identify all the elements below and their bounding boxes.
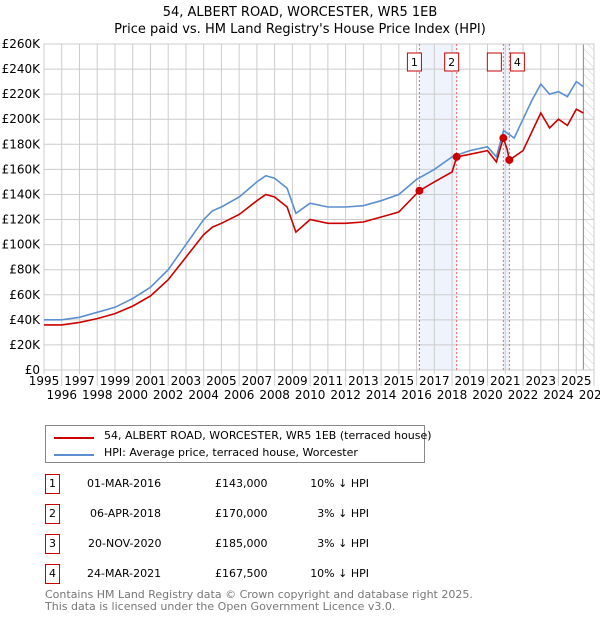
y-tick-label: £40K	[9, 313, 41, 327]
sale-label-box	[509, 52, 525, 72]
footer-copyright: Contains HM Land Registry data © Crown c…	[45, 588, 473, 601]
y-tick-label: £20K	[9, 338, 41, 352]
x-tick-label: 2006	[224, 388, 255, 402]
x-tick-label: 2022	[508, 388, 539, 402]
x-tick-label: 2009	[277, 374, 308, 388]
sale-marker-box: 4	[45, 564, 60, 584]
x-tick-label: 2017	[419, 374, 450, 388]
sale-point	[499, 134, 508, 143]
sale-hpi-diff: 3% ↓ HPI	[317, 537, 369, 550]
shaded-period	[419, 44, 457, 370]
y-tick-label: £140K	[2, 187, 42, 201]
legend: 54, ALBERT ROAD, WORCESTER, WR5 1EB (ter…	[45, 425, 432, 463]
legend-property-label: 54, ALBERT ROAD, WORCESTER, WR5 1EB (ter…	[104, 429, 432, 442]
sale-label: 2	[448, 56, 455, 69]
future-hatch	[583, 44, 594, 370]
sale-price: £170,000	[215, 507, 268, 520]
x-tick-label: 1998	[82, 388, 113, 402]
sale-marker-box: 3	[45, 534, 60, 554]
x-tick-label: 2004	[188, 388, 219, 402]
title-line: 54, ALBERT ROAD, WORCESTER, WR5 1EB	[162, 5, 438, 20]
x-tick-label: 1999	[100, 374, 131, 388]
sale-marker-box: 1	[45, 474, 60, 494]
x-tick-label: 2007	[242, 374, 273, 388]
sale-label-box	[406, 52, 422, 72]
y-tick-label: £100K	[2, 238, 42, 252]
sale-date: 01-MAR-2016	[87, 477, 162, 490]
sale-price: £185,000	[215, 537, 268, 550]
sale-label-box	[486, 52, 502, 72]
sale-price: £143,000	[215, 477, 268, 490]
y-tick-label: £200K	[2, 112, 42, 126]
hpi-line	[44, 80, 584, 321]
property-price-line	[44, 108, 584, 326]
chart-title: 54, ALBERT ROAD, WORCESTER, WR5 1EB Price…	[0, 4, 600, 38]
footer-licence: This data is licensed under the Open Gov…	[45, 600, 396, 613]
y-tick-label: £180K	[2, 137, 42, 151]
x-tick-label: 2015	[384, 374, 415, 388]
shaded-period	[503, 44, 510, 370]
sale-label-box	[444, 52, 460, 72]
x-tick-label: 2020	[472, 388, 503, 402]
x-tick-label: 2021	[490, 374, 521, 388]
price-chart: £0 £20K £40K £60K £80K £100K £120K £140K £160K £1…	[2, 37, 600, 402]
y-tick-label: £60K	[9, 288, 41, 302]
y-tick-label: £220K	[2, 87, 42, 101]
x-tick-label: 2011	[313, 374, 344, 388]
x-tick-label: 2025	[561, 374, 592, 388]
x-tick-label: 2024	[543, 388, 574, 402]
sale-point	[505, 155, 514, 164]
subtitle-line: Price paid vs. HM Land Registry's House …	[114, 22, 486, 37]
sale-marker-box: 2	[45, 504, 60, 524]
x-tick-label: 2010	[295, 388, 326, 402]
x-tick-label: 2023	[526, 374, 557, 388]
sale-hpi-diff: 10% ↓ HPI	[310, 477, 369, 490]
sale-label: 1	[411, 56, 418, 69]
x-tick-label: 2026	[579, 388, 600, 402]
sale-hpi-diff: 3% ↓ HPI	[317, 507, 369, 520]
y-tick-label: £120K	[2, 213, 42, 227]
sale-date: 20-NOV-2020	[88, 537, 162, 550]
sale-hpi-diff: 10% ↓ HPI	[310, 567, 369, 580]
x-tick-label: 2003	[171, 374, 202, 388]
sale-date: 24-MAR-2021	[87, 567, 162, 580]
x-tick-label: 2002	[153, 388, 184, 402]
x-tick-label: 2013	[348, 374, 379, 388]
y-tick-label: £160K	[2, 162, 42, 176]
sale-price: £167,500	[215, 567, 268, 580]
y-tick-label: £0	[25, 363, 40, 377]
x-tick-label: 2008	[259, 388, 290, 402]
legend-hpi-swatch	[54, 454, 94, 456]
y-tick-label: £80K	[9, 263, 41, 277]
x-tick-label: 2014	[366, 388, 397, 402]
y-tick-label: £260K	[2, 37, 42, 51]
y-tick-label: £240K	[2, 62, 42, 76]
plot-frame	[43, 43, 595, 371]
sale-point	[415, 186, 424, 195]
x-tick-label: 2016	[401, 388, 432, 402]
x-tick-label: 2012	[330, 388, 361, 402]
x-tick-label: 1995	[29, 374, 60, 388]
x-tick-label: 2001	[135, 374, 166, 388]
footer: Contains HM Land Registry data © Crown c…	[45, 589, 473, 613]
x-tick-label: 1997	[64, 374, 95, 388]
x-tick-label: 2005	[206, 374, 237, 388]
legend-hpi-label: HPI: Average price, terraced house, Worc…	[104, 446, 358, 459]
sale-point	[452, 152, 461, 161]
sale-label: 4	[514, 56, 521, 69]
x-tick-label: 2019	[455, 374, 486, 388]
x-tick-label: 1996	[46, 388, 77, 402]
legend-property-swatch	[54, 437, 94, 439]
x-tick-label: 2000	[117, 388, 148, 402]
sale-date: 06-APR-2018	[90, 507, 162, 520]
x-tick-label: 2018	[437, 388, 468, 402]
